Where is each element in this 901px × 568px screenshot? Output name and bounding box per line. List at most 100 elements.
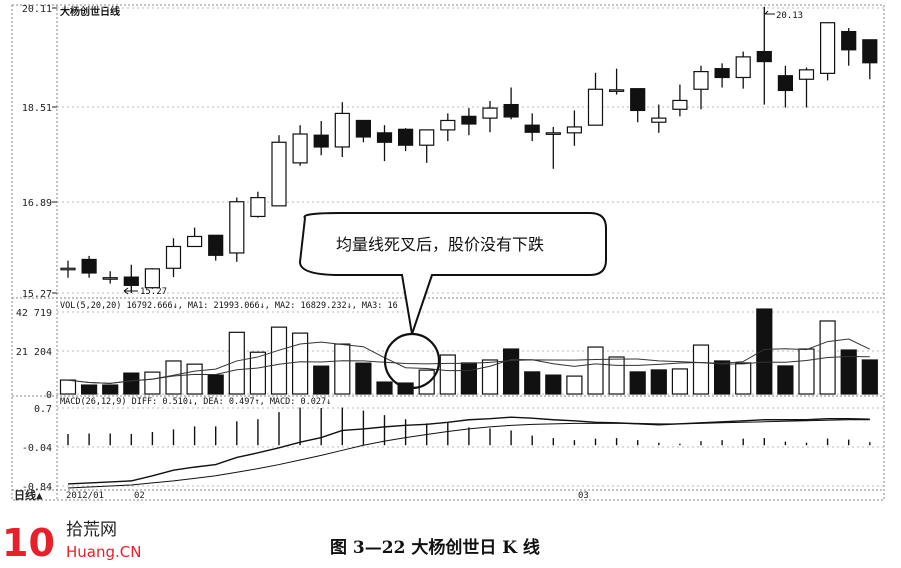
volume-bar (334, 343, 351, 395)
low-annotation: 15.27 (140, 287, 167, 297)
volume-bar (671, 368, 689, 395)
volume-bar (650, 369, 667, 395)
macd-dea-line (67, 419, 870, 489)
candle-body (398, 128, 414, 146)
high-annotation: 20.13 (776, 11, 803, 21)
candle-body (187, 235, 203, 248)
volume-bar (165, 360, 182, 395)
candle-body (440, 119, 456, 131)
highlight-circle (383, 332, 441, 390)
candle-body (545, 132, 561, 135)
candle-body (819, 22, 836, 74)
volume-bar (566, 375, 583, 395)
candle-body (756, 50, 772, 63)
volume-bar (840, 349, 857, 395)
volume-bar (249, 351, 266, 395)
macd-tick-label: -0.04 (22, 443, 52, 454)
logo-en: Huang.CN (66, 543, 141, 561)
volume-bar (629, 371, 646, 395)
volume-bar (608, 356, 625, 395)
candle-body (524, 124, 540, 133)
candle-body (735, 56, 751, 79)
x-label-03: 03 (578, 491, 589, 501)
chart-title: 大杨创世日线 (60, 5, 120, 18)
volume-bar (545, 374, 562, 395)
macd-tick-label: 0.7 (34, 404, 52, 415)
macd-tick-label: -0.84 (22, 482, 52, 493)
macd-diff-line (67, 416, 870, 485)
volume-info-label: VOL(5,20,20) 16792.666↓, MA1: 21993.066↓… (60, 301, 398, 311)
candle-body (165, 245, 182, 269)
x-label-02: 02 (134, 491, 145, 501)
volume-bar (439, 354, 456, 395)
watermark-logo: 10 拾荒网 Huang.CN (2, 520, 141, 565)
macd-info-label: MACD(26,12,9) DIFF: 0.510↓, DEA: 0.497↑,… (60, 397, 331, 407)
candle-body (608, 89, 625, 92)
candle-body (229, 201, 245, 254)
price-tick-label: 16.89 (22, 198, 52, 209)
candle-body (419, 129, 435, 146)
candle-body (841, 30, 857, 51)
price-tick-label: 15.27 (22, 289, 52, 300)
volume-tick-label: 21 204 (16, 347, 52, 358)
chart-frame (11, 4, 885, 501)
volume-bar (144, 371, 161, 395)
volume-bar (524, 371, 541, 395)
candle-body (461, 115, 477, 125)
low-arrow (123, 287, 138, 295)
candle-body (482, 107, 498, 119)
volume-ma5-line (67, 338, 871, 384)
candle-body (376, 132, 393, 143)
volume-bar (481, 359, 499, 395)
high-arrow (764, 10, 775, 15)
candle-body (292, 133, 308, 164)
volume-bar (102, 384, 119, 395)
candle-body (862, 39, 878, 64)
volume-tick-label: 42 719 (16, 308, 52, 319)
volume-bar (460, 362, 477, 395)
volume-bar (861, 359, 878, 395)
volume-bar (735, 362, 752, 395)
volume-bar (270, 326, 288, 395)
candle-body (313, 134, 329, 148)
candle-body (250, 197, 266, 218)
volume-bar (777, 365, 794, 395)
candle-body (672, 99, 688, 110)
volume-bar (80, 384, 98, 395)
volume-bar (503, 348, 520, 395)
volume-bar (59, 379, 77, 395)
candle-body (503, 103, 519, 118)
volume-tick-label: 0 (46, 390, 52, 401)
volume-bar (376, 381, 393, 395)
candle-body (714, 68, 730, 79)
candle-body (777, 75, 794, 92)
volume-bar (587, 346, 604, 395)
volume-bar (798, 348, 815, 395)
candle-body (798, 69, 815, 80)
candle-body (334, 112, 350, 148)
candle-body (587, 88, 604, 126)
callout-text: 均量线死叉后，股价没有下跌 (336, 235, 544, 254)
figure-caption: 图 3—22 大杨创世日 K 线 (330, 537, 540, 558)
candle-body (144, 268, 160, 289)
volume-bar (186, 363, 203, 395)
volume-bar (418, 369, 435, 395)
x-label-2012-01: 2012/01 (66, 491, 104, 501)
candle-body (123, 276, 139, 286)
volume-bar (228, 331, 245, 395)
candle-body (102, 277, 118, 280)
candle-body (208, 234, 224, 256)
volume-bar (313, 365, 330, 395)
logo-cn: 拾荒网 (66, 520, 117, 540)
volume-bar (292, 332, 309, 395)
period-label[interactable]: 日线▲ (14, 488, 43, 502)
logo-number: 10 (2, 521, 55, 565)
volume-ma20-line (67, 355, 870, 384)
candle-body (81, 258, 97, 274)
candle-body (693, 70, 709, 90)
volume-bar (756, 308, 773, 395)
candle-body (271, 141, 287, 207)
candle-body (651, 117, 667, 123)
candle-body (630, 88, 646, 112)
